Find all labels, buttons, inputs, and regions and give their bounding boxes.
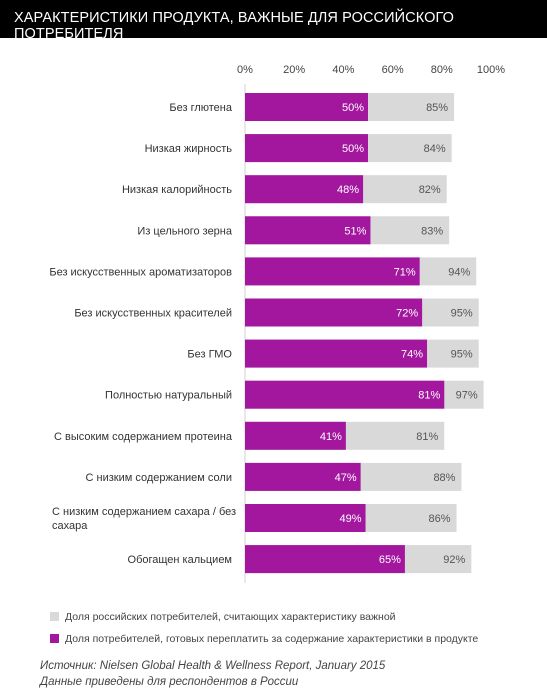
title-bar: ХАРАКТЕРИСТИКИ ПРОДУКТА, ВАЖНЫЕ ДЛЯ РОСС… — [0, 0, 547, 42]
category-label: Низкая калорийность — [122, 184, 232, 196]
bar-pay-more — [245, 298, 423, 327]
bar-pay-more — [245, 380, 445, 409]
data-label-important: 95% — [451, 308, 473, 320]
legend-label-important: Доля российских потребителей, считающих … — [65, 611, 396, 623]
data-label-important: 84% — [424, 143, 446, 155]
source-note: Данные приведены для респондентов в Росс… — [40, 676, 299, 688]
data-label-pay-more: 51% — [344, 225, 366, 237]
x-tick-label: 40% — [332, 64, 354, 76]
data-label-pay-more: 48% — [337, 184, 359, 196]
data-label-pay-more: 72% — [396, 308, 418, 320]
x-tick-label: 100% — [477, 64, 505, 76]
bar-pay-more — [245, 504, 366, 532]
chart-title: ХАРАКТЕРИСТИКИ ПРОДУКТА, ВАЖНЫЕ ДЛЯ РОСС… — [14, 10, 454, 42]
legend-label-pay-more: Доля потребителей, готовых переплатить з… — [65, 633, 479, 645]
data-label-pay-more: 41% — [320, 431, 342, 443]
category-label: Из цельного зерна — [137, 225, 232, 237]
category-label: С высоким содержанием протеина — [54, 431, 233, 443]
data-label-important: 95% — [451, 349, 473, 361]
bar-pay-more — [245, 257, 420, 286]
data-label-important: 83% — [421, 225, 443, 237]
data-label-pay-more: 50% — [342, 102, 364, 114]
data-label-important: 94% — [448, 266, 470, 278]
bar-pay-more — [245, 93, 368, 121]
data-label-important: 85% — [426, 102, 448, 114]
data-label-pay-more: 47% — [335, 472, 357, 484]
data-label-important: 81% — [416, 431, 438, 443]
bar-pay-more — [245, 134, 368, 163]
category-label: Без глютена — [169, 102, 232, 114]
category-label: Без искусственных красителей — [74, 308, 232, 320]
data-label-pay-more: 71% — [394, 266, 416, 278]
bar-pay-more — [245, 462, 361, 491]
data-label-important: 92% — [443, 554, 465, 566]
data-label-important: 88% — [433, 472, 455, 484]
x-tick-label: 20% — [283, 64, 305, 76]
bar-pay-more — [245, 545, 405, 574]
data-label-pay-more: 74% — [401, 349, 423, 361]
data-label-pay-more: 65% — [379, 554, 401, 566]
category-label: Полностью натуральный — [105, 390, 232, 402]
data-label-pay-more: 81% — [418, 390, 440, 402]
category-label: Без ГМО — [187, 349, 232, 361]
category-label: Обогащен кальцием — [128, 554, 232, 566]
legend-swatch-important — [50, 612, 59, 621]
category-label: С низким содержанием соли — [86, 472, 233, 484]
bar-pay-more — [245, 216, 371, 245]
category-label: Низкая жирность — [145, 143, 233, 155]
bar-chart: 0% 20% 40% 60% 80% 100% 50% 85% Без глютена 50% 84… — [49, 64, 505, 583]
data-label-pay-more: 50% — [342, 143, 364, 155]
source-line: Источник: Nielsen Global Health & Wellne… — [40, 660, 386, 672]
data-label-important: 97% — [456, 390, 478, 402]
x-tick-label: 60% — [382, 64, 404, 76]
legend-item-important: Доля российских потребителей, считающих … — [50, 611, 396, 623]
x-tick-label: 80% — [431, 64, 453, 76]
bar-pay-more — [245, 339, 428, 368]
x-tick-label: 0% — [237, 64, 253, 76]
category-label: Без искусственных ароматизаторов — [49, 266, 232, 278]
legend-item-pay-more: Доля потребителей, готовых переплатить з… — [50, 633, 478, 645]
category-label: С низким содержанием сахара / без сахара — [52, 506, 236, 532]
legend-swatch-pay-more — [50, 634, 59, 643]
data-label-important: 82% — [419, 184, 441, 196]
data-label-important: 86% — [429, 513, 451, 525]
category-label-line: сахара — [52, 520, 88, 532]
category-label-line: С низким содержанием сахара / без — [52, 506, 236, 518]
bar-pay-more — [245, 175, 364, 204]
bar-pay-more — [245, 421, 346, 450]
data-label-pay-more: 49% — [340, 513, 362, 525]
